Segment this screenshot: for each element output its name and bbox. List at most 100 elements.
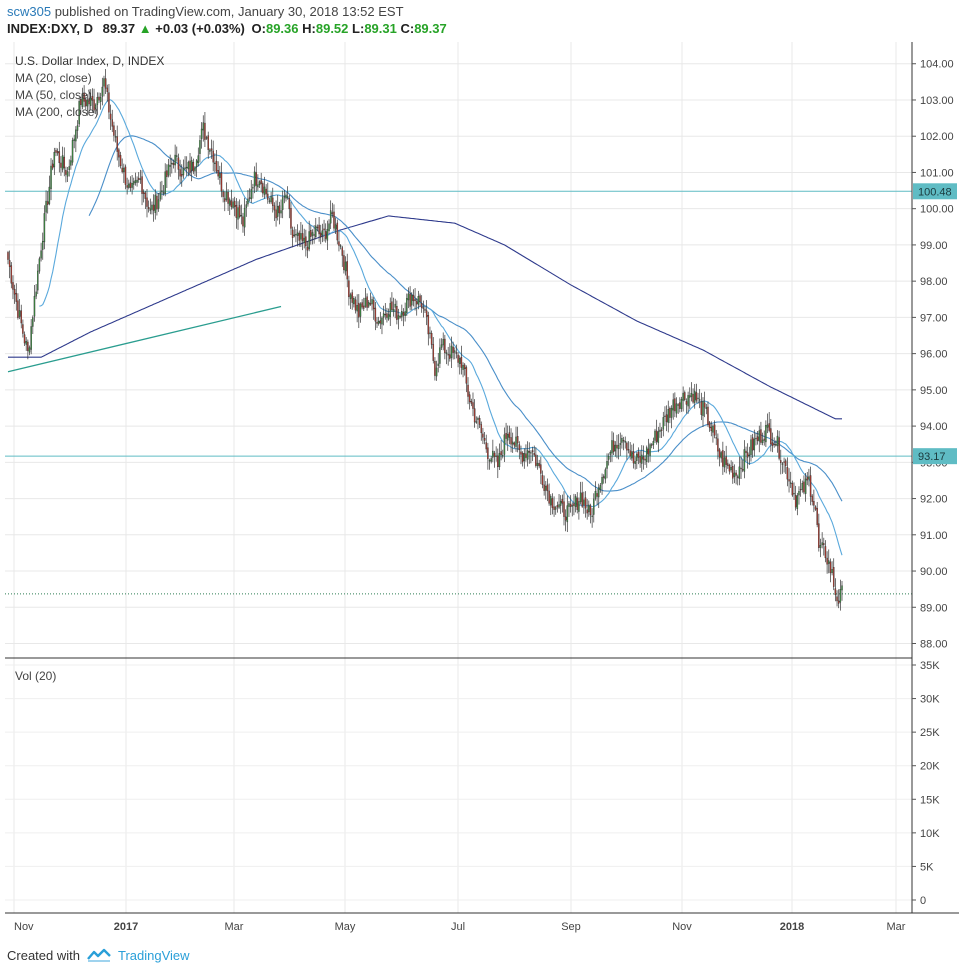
candle-body [535,454,537,466]
candle-body [497,455,499,468]
candle-body [159,192,161,200]
trend-line-segment[interactable] [7,305,282,373]
candle-body [803,481,805,493]
high-label: H: [302,21,316,36]
legend-ma50[interactable]: MA (50, close) [15,88,92,102]
candle [791,480,794,497]
tradingview-brand-link[interactable]: TradingView [117,947,190,963]
candle [813,489,815,513]
candle-body [245,204,248,208]
candle [561,494,564,513]
candle-body [596,493,598,497]
candle [609,450,612,463]
candle [227,189,229,212]
candle [399,314,401,319]
candle [328,219,330,233]
candle [262,181,264,198]
candle [333,204,335,232]
candle-body [167,164,170,176]
candle [727,459,729,469]
candle [662,411,665,437]
candle [422,300,425,318]
candle-body [511,441,514,445]
candle [632,443,635,469]
candle-body [629,450,631,457]
candle [253,166,256,194]
candle-body [15,292,18,302]
legend-ma20[interactable]: MA (20, close) [15,71,92,85]
candle [280,199,282,218]
candle [505,422,507,445]
candle-body [359,303,362,317]
candle [56,148,59,156]
candle [265,184,267,197]
chart-area[interactable]: 88.0089.0090.0091.0092.0093.0094.0095.00… [5,42,959,938]
y-tick-label: 97.00 [920,312,948,324]
candle-body [318,224,320,235]
candle-body [727,463,729,466]
candle [61,146,64,173]
candle-body [804,478,807,494]
candle-body [631,451,633,459]
trend-line[interactable] [7,305,282,373]
candle-body [207,135,209,150]
candle [598,483,600,509]
candle-body [682,392,684,401]
candle-body [162,192,165,194]
candle-body [144,192,147,199]
legend-ma200[interactable]: MA (200, close) [15,105,98,119]
candle-body [129,182,132,188]
candle-body [293,234,296,237]
author-link[interactable]: scw305 [7,4,52,19]
x-tick-label: May [335,921,356,933]
candle-body [43,213,46,243]
vol-tick-label: 5K [920,861,934,873]
candle-body [285,194,287,199]
x-tick-label: Jul [451,921,465,933]
candle-body [626,442,628,451]
candle [591,508,593,528]
candle [576,492,578,514]
price-chart[interactable]: 88.0089.0090.0091.0092.0093.0094.0095.00… [5,42,959,938]
candle [569,495,572,513]
tradingview-logo-icon[interactable] [86,947,112,963]
candle [440,338,443,350]
volume-axis[interactable]: 35K 30K 25K 20K 15K 10K 5K 0 [912,660,940,907]
candle [506,425,509,451]
candle [146,189,148,218]
candle [17,293,19,320]
symbol-label: INDEX:DXY, D [7,21,93,36]
price-axis[interactable]: 88.0089.0090.0091.0092.0093.0094.0095.00… [912,59,954,651]
candle [558,494,560,510]
candle [171,157,173,174]
ma50-line[interactable] [88,135,843,502]
ma200-line[interactable] [8,215,842,420]
candle [525,444,527,462]
candle [276,195,279,221]
candle [733,464,736,484]
candle [470,398,473,407]
candle-body [712,425,714,433]
candle [611,431,613,462]
candle [660,427,663,438]
y-tick-label: 104.00 [920,59,954,71]
candle-body [224,198,226,202]
candle-body [818,523,820,548]
candle-body [692,393,694,403]
candle [655,419,658,445]
candle-body [591,515,593,517]
candle [114,130,117,143]
legend-volume[interactable]: Vol (20) [15,669,56,683]
candle [40,242,42,262]
candle-body [645,447,648,463]
candle-body [76,125,79,131]
time-axis[interactable]: Nov 2017 Mar May Jul Sep Nov 2018 Mar [14,921,906,933]
candle [619,432,622,456]
candle [715,429,717,446]
high-value: 89.52 [315,21,349,36]
candle-body [526,450,529,460]
candle [695,383,698,403]
candle-body [525,453,527,458]
candle [23,331,26,346]
candle-body [18,310,21,317]
